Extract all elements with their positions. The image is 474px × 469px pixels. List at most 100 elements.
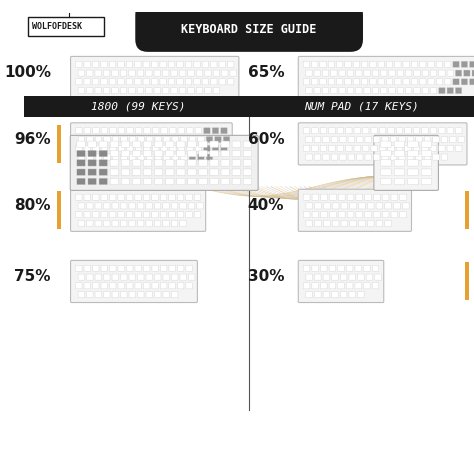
FancyBboxPatch shape xyxy=(112,220,118,227)
FancyBboxPatch shape xyxy=(347,194,354,200)
FancyBboxPatch shape xyxy=(221,178,229,185)
FancyBboxPatch shape xyxy=(206,136,213,143)
FancyBboxPatch shape xyxy=(177,169,185,175)
FancyBboxPatch shape xyxy=(177,159,185,166)
FancyBboxPatch shape xyxy=(77,159,85,166)
FancyBboxPatch shape xyxy=(340,136,346,143)
FancyBboxPatch shape xyxy=(196,88,203,94)
FancyBboxPatch shape xyxy=(177,141,185,147)
FancyBboxPatch shape xyxy=(405,70,412,76)
FancyBboxPatch shape xyxy=(177,178,185,185)
FancyBboxPatch shape xyxy=(103,70,110,76)
FancyBboxPatch shape xyxy=(197,203,203,209)
FancyBboxPatch shape xyxy=(121,178,129,185)
FancyBboxPatch shape xyxy=(160,265,167,272)
FancyBboxPatch shape xyxy=(394,151,405,157)
FancyBboxPatch shape xyxy=(363,145,369,151)
Text: NUM PAD (17 KEYS): NUM PAD (17 KEYS) xyxy=(304,102,419,112)
FancyBboxPatch shape xyxy=(178,145,184,151)
FancyBboxPatch shape xyxy=(453,79,459,85)
FancyBboxPatch shape xyxy=(405,128,411,134)
FancyBboxPatch shape xyxy=(407,136,414,143)
FancyBboxPatch shape xyxy=(144,128,150,134)
FancyBboxPatch shape xyxy=(129,136,136,143)
FancyBboxPatch shape xyxy=(118,61,124,68)
FancyBboxPatch shape xyxy=(314,154,321,160)
FancyBboxPatch shape xyxy=(110,178,118,185)
FancyBboxPatch shape xyxy=(365,194,372,200)
FancyBboxPatch shape xyxy=(196,70,203,76)
FancyBboxPatch shape xyxy=(428,61,434,68)
FancyBboxPatch shape xyxy=(411,79,418,85)
FancyBboxPatch shape xyxy=(70,136,258,190)
FancyBboxPatch shape xyxy=(386,79,393,85)
FancyBboxPatch shape xyxy=(186,194,192,200)
FancyBboxPatch shape xyxy=(464,70,470,76)
FancyBboxPatch shape xyxy=(101,128,108,134)
FancyBboxPatch shape xyxy=(109,283,116,289)
FancyBboxPatch shape xyxy=(447,145,454,151)
FancyBboxPatch shape xyxy=(121,169,129,175)
FancyBboxPatch shape xyxy=(179,70,186,76)
FancyBboxPatch shape xyxy=(87,70,93,76)
FancyBboxPatch shape xyxy=(132,159,141,166)
FancyBboxPatch shape xyxy=(87,292,93,298)
FancyBboxPatch shape xyxy=(391,212,398,218)
FancyBboxPatch shape xyxy=(367,203,374,209)
FancyBboxPatch shape xyxy=(306,292,312,298)
FancyBboxPatch shape xyxy=(199,141,207,147)
FancyBboxPatch shape xyxy=(180,274,186,280)
FancyBboxPatch shape xyxy=(186,265,192,272)
FancyBboxPatch shape xyxy=(456,88,462,94)
FancyBboxPatch shape xyxy=(120,220,127,227)
FancyBboxPatch shape xyxy=(303,79,310,85)
FancyBboxPatch shape xyxy=(298,189,411,231)
FancyBboxPatch shape xyxy=(314,274,321,280)
FancyBboxPatch shape xyxy=(199,169,207,175)
FancyBboxPatch shape xyxy=(365,212,372,218)
FancyBboxPatch shape xyxy=(345,61,351,68)
FancyBboxPatch shape xyxy=(388,128,394,134)
FancyBboxPatch shape xyxy=(403,79,410,85)
FancyBboxPatch shape xyxy=(152,79,158,85)
FancyBboxPatch shape xyxy=(110,141,118,147)
FancyBboxPatch shape xyxy=(421,169,432,175)
FancyBboxPatch shape xyxy=(328,79,335,85)
Text: 96%: 96% xyxy=(14,132,51,147)
Text: 30%: 30% xyxy=(248,269,284,284)
FancyBboxPatch shape xyxy=(408,151,418,157)
FancyBboxPatch shape xyxy=(143,61,149,68)
FancyBboxPatch shape xyxy=(135,212,141,218)
FancyBboxPatch shape xyxy=(346,145,352,151)
FancyBboxPatch shape xyxy=(349,274,356,280)
FancyBboxPatch shape xyxy=(78,274,84,280)
FancyBboxPatch shape xyxy=(87,88,93,94)
FancyBboxPatch shape xyxy=(188,151,196,157)
FancyBboxPatch shape xyxy=(71,123,232,165)
FancyBboxPatch shape xyxy=(347,88,354,94)
FancyBboxPatch shape xyxy=(161,128,167,134)
FancyBboxPatch shape xyxy=(213,70,219,76)
FancyBboxPatch shape xyxy=(232,169,240,175)
FancyBboxPatch shape xyxy=(403,61,410,68)
FancyBboxPatch shape xyxy=(109,145,116,151)
FancyBboxPatch shape xyxy=(118,79,124,85)
FancyBboxPatch shape xyxy=(75,128,82,134)
FancyBboxPatch shape xyxy=(126,61,133,68)
FancyBboxPatch shape xyxy=(341,220,348,227)
FancyBboxPatch shape xyxy=(356,194,363,200)
FancyBboxPatch shape xyxy=(132,169,141,175)
FancyBboxPatch shape xyxy=(75,145,82,151)
FancyBboxPatch shape xyxy=(306,70,312,76)
FancyBboxPatch shape xyxy=(154,88,161,94)
FancyBboxPatch shape xyxy=(165,178,174,185)
FancyBboxPatch shape xyxy=(121,154,128,160)
FancyBboxPatch shape xyxy=(177,194,184,200)
FancyBboxPatch shape xyxy=(118,212,124,218)
FancyBboxPatch shape xyxy=(112,203,118,209)
FancyBboxPatch shape xyxy=(438,128,445,134)
FancyBboxPatch shape xyxy=(447,128,454,134)
FancyBboxPatch shape xyxy=(188,203,195,209)
FancyBboxPatch shape xyxy=(353,79,359,85)
FancyBboxPatch shape xyxy=(118,145,125,151)
